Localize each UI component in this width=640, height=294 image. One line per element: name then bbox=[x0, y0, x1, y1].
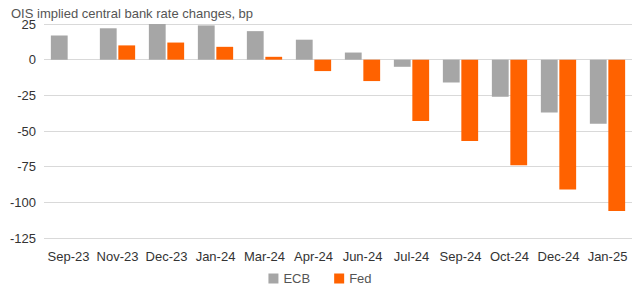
svg-text:Jun-24: Jun-24 bbox=[343, 249, 383, 264]
svg-text:-125: -125 bbox=[10, 231, 36, 246]
svg-text:Sep-24: Sep-24 bbox=[440, 249, 482, 264]
svg-text:Jul-24: Jul-24 bbox=[394, 249, 429, 264]
svg-text:Apr-24: Apr-24 bbox=[294, 249, 333, 264]
svg-text:25: 25 bbox=[21, 16, 36, 32]
svg-text:ECB: ECB bbox=[283, 271, 310, 286]
svg-text:Dec-24: Dec-24 bbox=[538, 249, 580, 264]
svg-text:Sep-23: Sep-23 bbox=[48, 249, 90, 264]
svg-text:Fed: Fed bbox=[349, 271, 371, 286]
svg-text:Jan-24: Jan-24 bbox=[196, 249, 236, 264]
svg-text:-100: -100 bbox=[10, 195, 36, 210]
svg-text:0: 0 bbox=[29, 52, 36, 67]
svg-text:Mar-24: Mar-24 bbox=[244, 249, 285, 264]
svg-text:-25: -25 bbox=[17, 88, 36, 103]
svg-text:Oct-24: Oct-24 bbox=[490, 249, 529, 264]
svg-text:Jan-25: Jan-25 bbox=[588, 249, 628, 264]
svg-text:Dec-23: Dec-23 bbox=[146, 249, 188, 264]
svg-text:-75: -75 bbox=[17, 159, 36, 174]
svg-text:Nov-23: Nov-23 bbox=[97, 249, 139, 264]
svg-text:OIS implied central bank rate: OIS implied central bank rate changes, b… bbox=[11, 6, 253, 21]
svg-text:-50: -50 bbox=[17, 124, 36, 139]
